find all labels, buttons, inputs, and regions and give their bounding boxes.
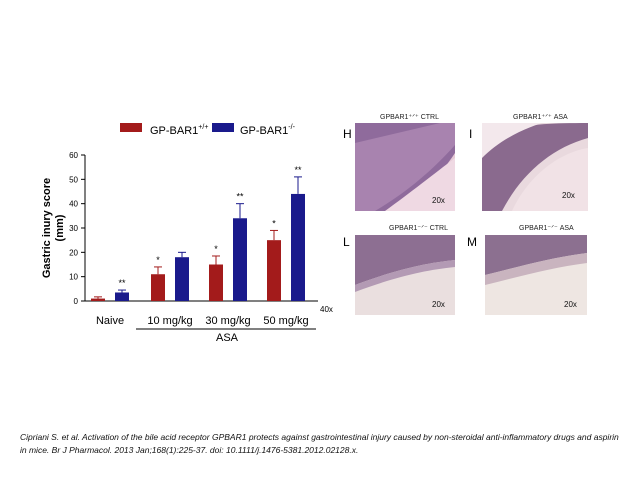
bar	[233, 218, 247, 301]
significance-mark: *	[272, 218, 276, 228]
bar	[291, 193, 305, 301]
micrograph-M	[485, 235, 587, 315]
x-category-label: 30 mg/kg	[205, 315, 250, 327]
x-category-label: 50 mg/kg	[263, 315, 308, 327]
magnification-L: 20x	[432, 300, 445, 309]
panel-title-H: GPBAR1⁺ᐟ⁺ CTRL	[380, 114, 439, 121]
citation-caption: Cipriani S. et al. Activation of the bil…	[20, 432, 619, 455]
micrograph-H	[355, 123, 455, 211]
legend-label-wildtype: GP-BAR1+/+	[150, 124, 209, 137]
bar	[151, 274, 165, 301]
y-tick-label: 50	[69, 175, 78, 184]
significance-mark: **	[294, 165, 302, 175]
x-category-label: Naive	[96, 315, 124, 327]
magnification-I: 20x	[562, 191, 575, 200]
y-tick-label: 10	[69, 273, 78, 282]
panel-letter-L: L	[343, 235, 350, 249]
bar	[267, 240, 281, 301]
significance-mark: *	[156, 255, 160, 265]
magnification-H: 20x	[432, 196, 445, 205]
legend-label-knockout: GP-BAR1-/-	[240, 124, 295, 137]
micrograph-I	[482, 123, 588, 211]
bar	[91, 298, 105, 301]
y-tick-label: 30	[69, 224, 78, 233]
y-axis-title: Gastric inury score (mm)	[41, 177, 66, 279]
panel-letter-I: I	[469, 127, 473, 141]
panel-letter-M: M	[467, 235, 477, 249]
significance-mark: *	[214, 244, 218, 254]
magnification-M: 20x	[564, 300, 577, 309]
x-group-label: ASA	[216, 332, 239, 344]
bar	[209, 264, 223, 301]
y-tick-label: 60	[69, 151, 78, 160]
y-tick-label: 20	[69, 248, 78, 257]
legend-swatch-knockout	[212, 123, 234, 132]
bar	[175, 257, 189, 301]
panel-title-I: GPBAR1⁺ᐟ⁺ ASA	[513, 114, 568, 121]
bar	[115, 292, 129, 301]
panel-title-M: GPBAR1⁻ᐟ⁻ ASA	[519, 225, 574, 232]
y-tick-label: 40	[69, 200, 78, 209]
legend-swatch-wildtype	[120, 123, 142, 132]
significance-mark: **	[118, 278, 126, 288]
micrograph-L	[355, 235, 455, 315]
panel-letter-H: H	[343, 127, 352, 141]
significance-mark: **	[236, 192, 244, 202]
y-tick-label: 0	[74, 297, 79, 306]
x-category-label: 10 mg/kg	[147, 315, 192, 327]
magnification-label-40x: 40x	[320, 305, 333, 314]
panel-title-L: GPBAR1⁻ᐟ⁻ CTRL	[389, 225, 448, 232]
